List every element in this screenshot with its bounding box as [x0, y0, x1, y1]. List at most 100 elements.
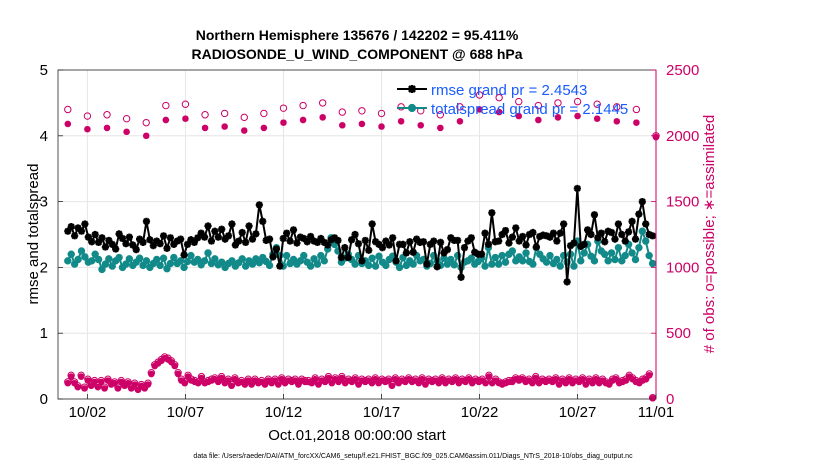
obs_assimilated_6h-point	[355, 381, 362, 388]
obs_assimilated_6h-point	[632, 378, 640, 386]
rmse-point	[71, 232, 79, 240]
obs_assimilated_6h-point	[194, 380, 202, 387]
obs_assimilated_6h-point	[515, 377, 523, 384]
obs_assimilated_6h-point	[281, 380, 289, 387]
obs_assimilated_daily-point	[417, 122, 424, 129]
obs_assimilated_6h-point	[589, 380, 596, 387]
totalspread-point	[142, 257, 151, 265]
rmse-point	[635, 210, 643, 218]
obs_assimilated_6h-point	[198, 374, 205, 382]
x-tick-label: 10/07	[167, 404, 205, 421]
legend-totalspread-label: totalspread grand pr = 2.1445	[431, 101, 628, 118]
obs_assimilated_6h-point	[338, 374, 346, 382]
y-tick-left-label: 3	[40, 194, 48, 211]
obs_assimilated_6h-point	[616, 380, 623, 387]
totalspread-point	[618, 257, 626, 265]
rmse-point	[560, 220, 568, 228]
obs_assimilated_6h-point	[265, 377, 272, 384]
obs_possible_daily-point	[299, 101, 307, 110]
totalspread-point	[248, 260, 257, 268]
y-tick-right-label: 500	[666, 325, 691, 342]
rmse-point	[122, 240, 130, 248]
rmse-point	[505, 239, 513, 247]
rmse-point	[173, 237, 181, 245]
obs_possible_daily-point	[593, 100, 601, 108]
obs_assimilated_daily-point	[123, 128, 130, 136]
rmse-point	[64, 227, 72, 235]
rmse-point	[81, 220, 89, 228]
obs_assimilated_daily-point	[339, 122, 346, 129]
totalspread-point	[375, 252, 383, 260]
rmse-point	[139, 238, 147, 246]
obs_assimilated_6h-point	[211, 376, 219, 383]
obs_assimilated_6h-point	[445, 377, 452, 384]
totalspread-point	[351, 260, 359, 268]
obs_assimilated_6h-point	[178, 377, 185, 384]
totalspread-point	[529, 260, 537, 268]
obs_assimilated_6h-point	[291, 377, 299, 384]
obs_assimilated_6h-point	[148, 370, 155, 378]
totalspread-point	[556, 262, 564, 270]
rmse-point	[108, 240, 116, 248]
obs_assimilated_daily-point	[319, 114, 326, 121]
obs_assimilated_6h-point	[549, 378, 556, 386]
rmse-point	[354, 240, 363, 248]
obs_assimilated_daily-point	[358, 120, 366, 128]
obs_assimilated_6h-point	[174, 370, 182, 378]
totalspread-point	[105, 255, 113, 263]
totalspread-point	[64, 257, 72, 265]
obs_assimilated_6h-point	[98, 378, 105, 386]
rmse-point	[426, 240, 434, 248]
obs_possible_daily-point	[83, 112, 92, 120]
obs_assimilated_daily-point	[554, 114, 562, 121]
obs_assimilated_6h-point	[458, 377, 466, 384]
obs_assimilated_6h-point	[108, 381, 115, 388]
obs_assimilated_daily-point	[495, 108, 503, 116]
totalspread-point	[518, 257, 527, 265]
rmse-point	[392, 257, 400, 265]
obs_assimilated_6h-point	[341, 380, 349, 387]
rmse-point	[98, 234, 106, 242]
rmse-point	[488, 209, 496, 217]
obs_assimilated_daily-point	[593, 115, 601, 122]
obs_assimilated_6h-point	[321, 378, 329, 386]
totalspread-point	[241, 262, 250, 270]
rmse-point	[228, 220, 236, 228]
obs_assimilated_6h-point	[442, 380, 449, 387]
rmse-point	[389, 234, 397, 242]
obs_assimilated_6h-point	[358, 377, 366, 384]
rmse-point	[200, 233, 209, 241]
obs_assimilated_6h-point	[509, 378, 516, 386]
rmse-point	[512, 224, 520, 232]
rmse-point	[180, 251, 188, 259]
obs_assimilated_6h-point	[348, 378, 356, 386]
rmse-point	[594, 234, 602, 242]
rmse-point	[454, 236, 462, 245]
obs_possible_daily-point	[377, 109, 386, 118]
totalspread-point	[320, 257, 328, 265]
rmse-point	[310, 237, 318, 245]
obs_assimilated_6h-point	[275, 381, 282, 388]
rmse-point	[430, 237, 438, 245]
obs_assimilated_6h-point	[231, 376, 239, 383]
obs_assimilated_6h-point	[555, 381, 563, 388]
obs_assimilated_6h-point	[114, 385, 122, 392]
rmse-point	[477, 250, 486, 258]
obs_assimilated_6h-point	[77, 373, 85, 380]
obs_assimilated_daily-point	[64, 120, 72, 128]
rmse-point	[532, 243, 540, 251]
obs_assimilated_daily-point	[397, 118, 405, 125]
rmse-point	[423, 260, 431, 268]
obs_assimilated_6h-point	[74, 383, 82, 391]
rmse-point	[570, 239, 578, 247]
totalspread-point	[159, 254, 168, 262]
obs_assimilated_6h-point	[579, 376, 586, 383]
obs_assimilated_6h-point	[248, 381, 255, 388]
totalspread-point	[211, 255, 219, 263]
rmse-point	[149, 242, 157, 250]
rmse-point	[327, 236, 335, 244]
rmse-point	[642, 220, 650, 228]
series-rmse	[64, 184, 657, 286]
rmse-point	[440, 249, 448, 257]
